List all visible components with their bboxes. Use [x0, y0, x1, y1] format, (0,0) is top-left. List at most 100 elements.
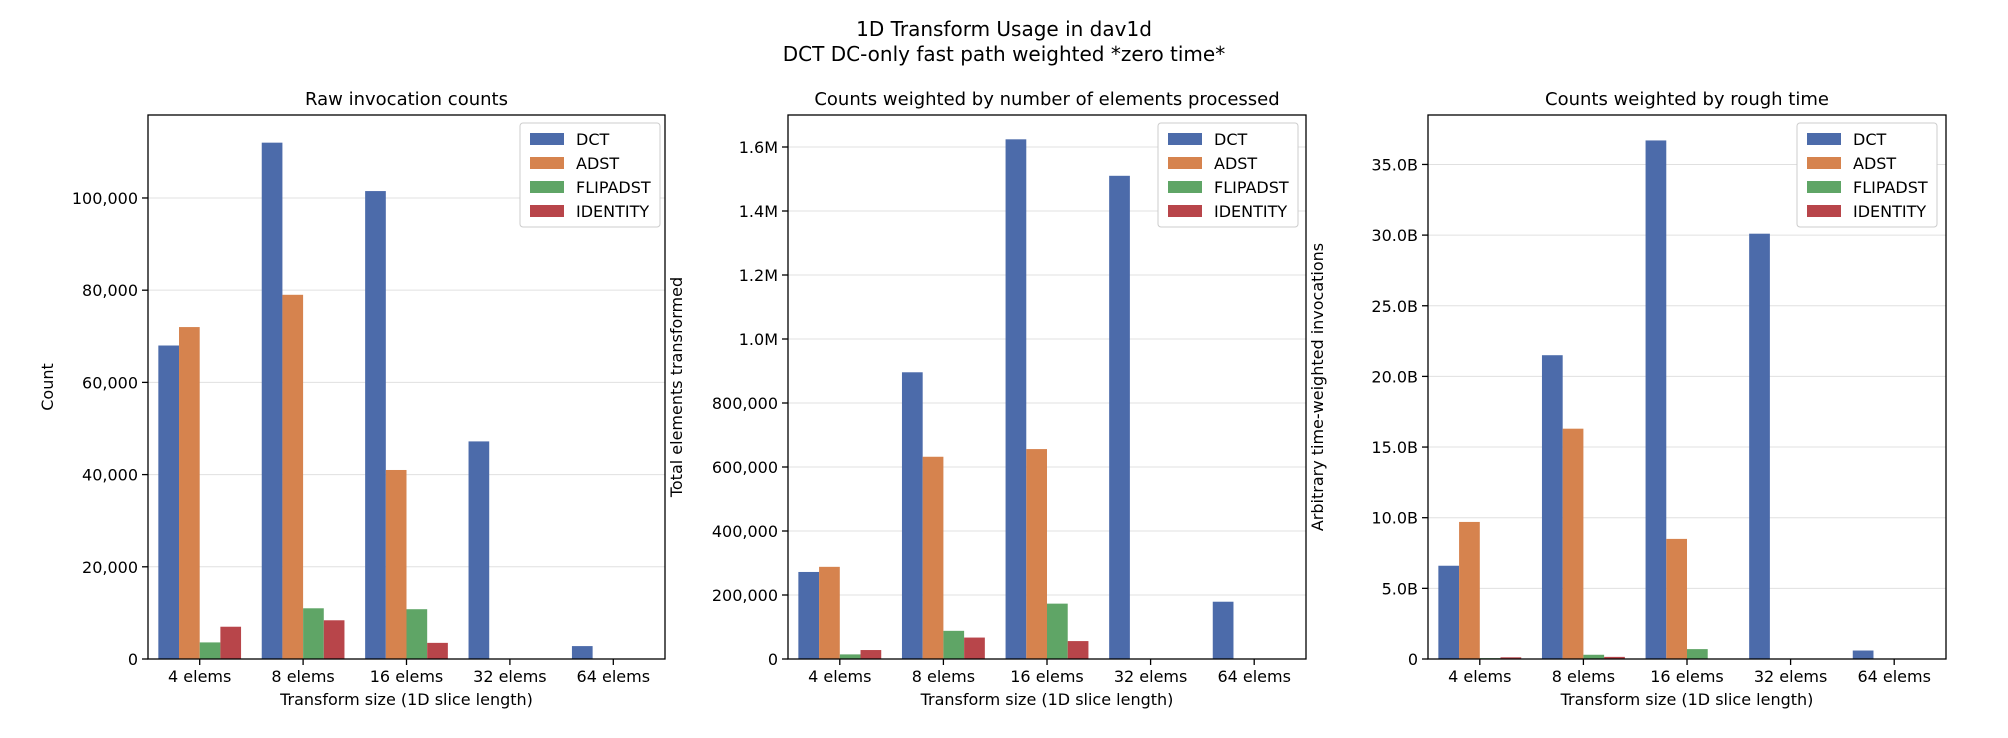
x-tick-label: 4 elems	[808, 667, 871, 686]
bar-dct-16-elems	[365, 191, 386, 659]
legend-swatch-identity	[1807, 205, 1841, 217]
y-axis-label: Count	[38, 363, 57, 411]
bar-identity-8-elems	[323, 620, 345, 659]
bar-identity-16-elems	[427, 642, 448, 659]
legend-label-identity: IDENTITY	[1853, 202, 1926, 221]
bar-flipadst-16-elems	[406, 609, 428, 659]
chart-title: Raw invocation counts	[305, 89, 508, 110]
y-tick-label: 0	[1408, 650, 1418, 669]
x-tick-label: 4 elems	[168, 667, 231, 686]
y-tick-label: 1.4M	[739, 202, 778, 221]
y-tick-label: 800,000	[712, 394, 778, 413]
legend-label-flipadst: FLIPADST	[1214, 178, 1289, 197]
bar-dct-8-elems	[261, 142, 283, 659]
bar-dct-32-elems	[468, 441, 490, 659]
legend-swatch-flipadst	[530, 181, 564, 193]
bar-flipadst-16-elems	[1687, 649, 1708, 659]
chart-panel-2: 0 200,000 400,000 600,000 800,000 1.0M 1.2M 1.4…	[667, 89, 1307, 709]
x-tick-label: 16 elems	[370, 667, 444, 686]
x-tick-label: 32 elems	[1754, 667, 1828, 686]
y-tick-label: 30.0B	[1371, 226, 1418, 245]
bar-flipadst-8-elems	[943, 630, 965, 659]
y-tick-label: 40,000	[82, 466, 138, 485]
x-tick-label: 64 elems	[577, 667, 651, 686]
bar-flipadst-16-elems	[1047, 603, 1068, 659]
y-axis-label: Total elements transformed	[667, 277, 686, 498]
figure-title: 1D Transform Usage in dav1d	[856, 17, 1152, 41]
y-tick-label: 25.0B	[1371, 297, 1418, 316]
bar-dct-8-elems	[901, 372, 923, 659]
x-tick-label: 8 elems	[1552, 667, 1615, 686]
legend-label-adst: ADST	[1853, 154, 1896, 173]
legend-label-identity: IDENTITY	[1214, 202, 1287, 221]
bar-adst-4-elems	[1459, 521, 1480, 659]
bar-adst-8-elems	[282, 294, 304, 659]
bar-dct-4-elems	[1438, 565, 1460, 659]
bar-dct-16-elems	[1645, 140, 1667, 659]
legend-swatch-adst	[1807, 157, 1841, 169]
x-axis-label: Transform size (1D slice length)	[1560, 690, 1814, 709]
bar-adst-16-elems	[1026, 449, 1047, 659]
x-tick-label: 64 elems	[1217, 667, 1291, 686]
x-tick-label: 16 elems	[1650, 667, 1724, 686]
x-tick-label: 32 elems	[473, 667, 547, 686]
x-tick-label: 16 elems	[1010, 667, 1084, 686]
legend-swatch-adst	[530, 157, 564, 169]
y-tick-label: 0	[128, 650, 138, 669]
chart-title: Counts weighted by rough time	[1545, 89, 1829, 110]
legend-label-adst: ADST	[576, 154, 619, 173]
x-axis-label: Transform size (1D slice length)	[920, 690, 1174, 709]
x-tick-label: 64 elems	[1857, 667, 1931, 686]
bar-dct-64-elems	[571, 646, 593, 659]
chart-title: Counts weighted by number of elements pr…	[814, 89, 1279, 110]
x-axis-label: Transform size (1D slice length)	[279, 690, 533, 709]
legend-swatch-dct	[1807, 133, 1841, 145]
bar-identity-16-elems	[1067, 641, 1089, 659]
y-tick-label: 15.0B	[1371, 438, 1418, 457]
legend-label-dct: DCT	[576, 130, 609, 149]
y-tick-label: 200,000	[712, 586, 778, 605]
legend-label-identity: IDENTITY	[576, 202, 649, 221]
y-tick-label: 80,000	[82, 281, 138, 300]
legend-swatch-identity	[1168, 205, 1202, 217]
bar-dct-8-elems	[1541, 355, 1563, 659]
y-tick-label: 10.0B	[1371, 509, 1418, 528]
figure-subtitle: DCT DC-only fast path weighted *zero tim…	[783, 42, 1225, 66]
y-tick-label: 1.6M	[739, 138, 778, 157]
legend-label-adst: ADST	[1214, 154, 1257, 173]
legend-swatch-dct	[1168, 133, 1202, 145]
bar-identity-8-elems	[1604, 656, 1625, 659]
bar-flipadst-4-elems	[839, 654, 861, 659]
legend-label-dct: DCT	[1214, 130, 1247, 149]
bar-flipadst-8-elems	[1583, 654, 1605, 659]
bar-adst-8-elems	[922, 456, 944, 659]
y-tick-label: 1.2M	[739, 266, 778, 285]
legend-label-flipadst: FLIPADST	[1853, 178, 1928, 197]
legend-swatch-adst	[1168, 157, 1202, 169]
y-axis-label: Arbitrary time-weighted invocations	[1308, 243, 1327, 531]
y-tick-label: 400,000	[712, 522, 778, 541]
bar-identity-4-elems	[860, 650, 882, 659]
bar-dct-64-elems	[1212, 601, 1234, 659]
bar-dct-32-elems	[1109, 175, 1130, 660]
x-tick-label: 8 elems	[271, 667, 334, 686]
legend-swatch-identity	[530, 205, 564, 217]
bar-flipadst-8-elems	[303, 608, 324, 659]
bar-adst-16-elems	[385, 469, 407, 659]
bar-adst-4-elems	[179, 327, 200, 659]
y-tick-label: 600,000	[712, 458, 778, 477]
chart-panel-1: 0 20,000 40,000 60,000 80,000 100,000 4 elems 8…	[38, 89, 666, 709]
bar-identity-4-elems	[220, 626, 242, 659]
legend-swatch-flipadst	[1807, 181, 1841, 193]
y-tick-label: 20,000	[82, 558, 138, 577]
x-tick-label: 32 elems	[1114, 667, 1188, 686]
legend-frame	[1796, 122, 1938, 228]
chart-panel-3: 0 5.0B 10.0B 15.0B 20.0B 25.0B 30.0B 35.0B 4 ele…	[1308, 89, 1947, 709]
legend: DCT ADST FLIPADST IDENTITY	[1796, 122, 1938, 228]
bar-adst-8-elems	[1562, 428, 1584, 659]
y-tick-label: 100,000	[72, 189, 138, 208]
bar-dct-16-elems	[1005, 139, 1027, 659]
legend-frame	[519, 122, 661, 228]
y-tick-label: 1.0M	[739, 330, 778, 349]
